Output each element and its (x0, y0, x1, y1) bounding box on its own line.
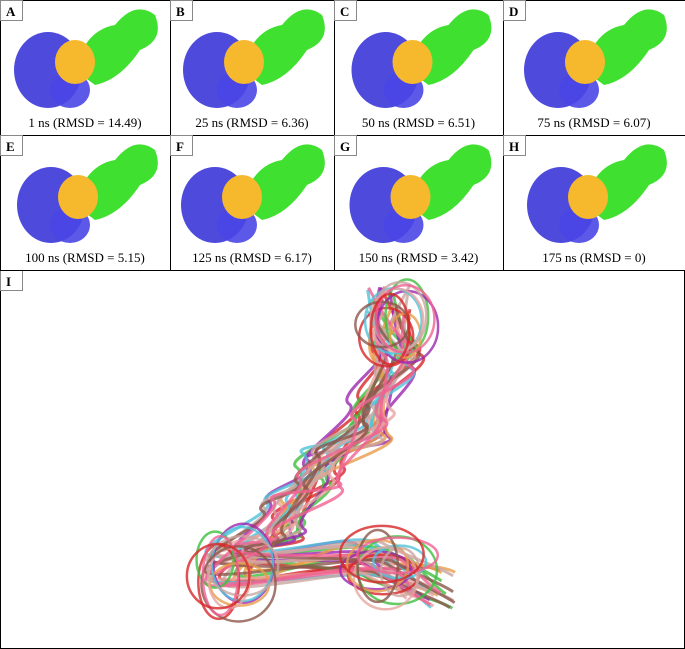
ribbon-coil (185, 542, 251, 610)
ribbon-coil (200, 545, 277, 623)
yellow-domain (392, 40, 433, 84)
panel-label-box (0, 0, 23, 21)
panel-caption: 125 ns (RMSD = 6.17) (192, 250, 312, 265)
ribbon-coil (338, 524, 425, 584)
panel-label-box (503, 0, 526, 21)
panel-label: D (509, 4, 518, 19)
yellow-domain (55, 40, 95, 84)
ribbon-coil (372, 544, 428, 580)
yellow-domain (58, 175, 98, 219)
ribbon-coil (339, 550, 413, 591)
ribbon-coil (372, 281, 428, 352)
snapshot-panel: F 125 ns (RMSD = 6.17) (170, 135, 335, 271)
yellow-domain (390, 175, 431, 219)
panel-label: B (176, 4, 185, 19)
panel-label: F (176, 139, 184, 154)
ribbon-coil (356, 536, 440, 575)
green-domain (584, 9, 667, 85)
panel-caption: 50 ns (RMSD = 6.51) (362, 115, 475, 130)
snapshot-panel: E 100 ns (RMSD = 5.15) (0, 135, 171, 271)
snapshot-panel: H 175 ns (RMSD = 0) (503, 135, 685, 271)
ribbon-coil (352, 546, 419, 611)
panel-label: E (6, 139, 15, 154)
panel-label: A (6, 4, 16, 19)
yellow-domain (224, 40, 264, 84)
panel-caption: 150 ns (RMSD = 3.42) (359, 250, 479, 265)
ribbon-coil (201, 535, 240, 617)
panel-label-box (503, 135, 526, 156)
panel-caption: 25 ns (RMSD = 6.36) (195, 115, 308, 130)
ribbon-coil (369, 292, 411, 366)
panel-label-box (0, 135, 23, 156)
panel-label: G (340, 139, 350, 154)
panel-caption: 75 ns (RMSD = 6.07) (537, 115, 650, 130)
panel-caption: 100 ns (RMSD = 5.15) (25, 250, 145, 265)
ribbon-coil (356, 528, 400, 604)
panel-caption: 175 ns (RMSD = 0) (542, 250, 645, 265)
green-domain (242, 144, 325, 220)
snapshot-panel: B 25 ns (RMSD = 6.36) (170, 0, 335, 136)
panel-label: I (6, 274, 11, 289)
green-domain (75, 9, 158, 85)
panel-label: H (509, 139, 519, 154)
panel-label: C (340, 4, 349, 19)
panel-label-box (334, 135, 357, 156)
panel-label-box (334, 0, 357, 21)
panel-label-box (170, 135, 193, 156)
snapshot-panel: G 150 ns (RMSD = 3.42) (334, 135, 504, 271)
snapshot-panel: D 75 ns (RMSD = 6.07) (503, 0, 685, 136)
panel-label-box (170, 0, 193, 21)
panel-caption: 1 ns (RMSD = 14.49) (28, 115, 141, 130)
snapshot-panel: C 50 ns (RMSD = 6.51) (334, 0, 504, 136)
panel-label-box (0, 270, 23, 291)
yellow-domain (568, 175, 608, 219)
yellow-domain (565, 40, 605, 84)
yellow-domain (222, 175, 262, 219)
ribbon-coil (195, 530, 235, 589)
snapshot-panel: A 1 ns (RMSD = 14.49) (0, 0, 171, 136)
